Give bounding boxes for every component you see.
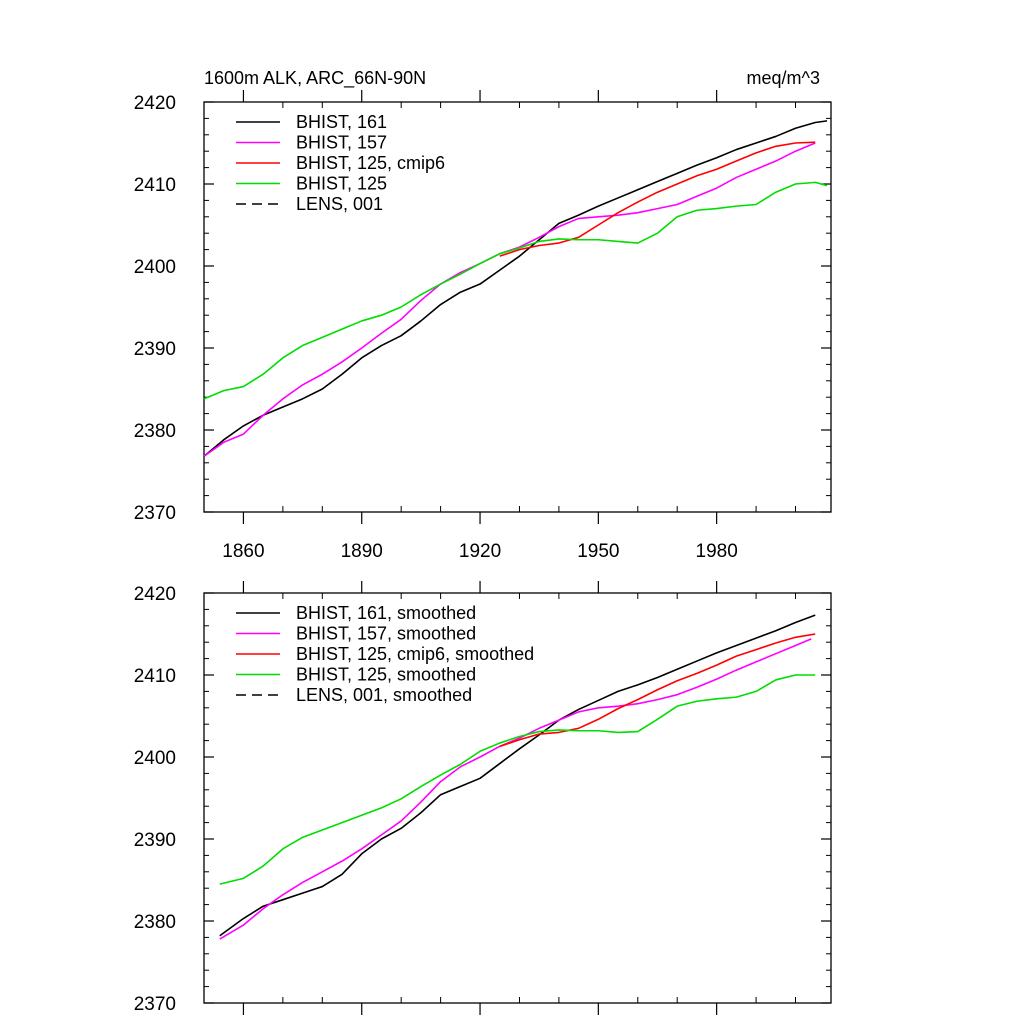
axis-ticks: 2370 2380 2390 2400 2410 2420: [134, 581, 831, 1015]
top-panel: 1600m ALK, ARC_66N-90N meq/m^3 237023802…: [134, 68, 832, 562]
series-line-3: [203, 181, 828, 400]
series-layer: [203, 120, 828, 457]
y-tick-label: 2370: [134, 503, 176, 524]
legend-label: LENS, 001, smoothed: [296, 685, 472, 705]
x-tick-label: 1950: [577, 541, 619, 562]
bottom-panel: 2370 2380 2390 2400 2410 2420 BHIST, 161, smo…: [134, 581, 832, 1015]
plot-frame: [203, 101, 832, 513]
legend-label: BHIST, 125, smoothed: [296, 665, 476, 685]
series-line-0: [219, 614, 816, 937]
y-tick-label: 2400: [134, 748, 176, 769]
y-tick-label: 2400: [134, 257, 176, 278]
legend-label: BHIST, 161: [296, 112, 387, 132]
y-tick-label: 2410: [134, 666, 176, 687]
y-tick-label: 2420: [134, 93, 176, 114]
legend-label: LENS, 001: [296, 194, 383, 214]
x-tick-label: 1920: [459, 541, 501, 562]
series-line-2: [499, 633, 816, 748]
y-tick-label: 2380: [134, 912, 176, 933]
axis-ticks: 2370 2380 2390 2400 2410 2420 1860 1890 1920 1950…: [134, 90, 831, 562]
x-tick-label: 1980: [696, 541, 738, 562]
y-tick-label: 2390: [134, 339, 176, 360]
y-tick-label: 2390: [134, 830, 176, 851]
series-layer: [219, 614, 816, 940]
y-tick-label: 2380: [134, 421, 176, 442]
y-tick-label: 2420: [134, 584, 176, 605]
x-tick-label: 1860: [222, 541, 264, 562]
series-line-2: [499, 141, 816, 257]
panel-title: 1600m ALK, ARC_66N-90N: [204, 68, 426, 89]
series-line-0: [203, 120, 828, 457]
legend-label: BHIST, 161, smoothed: [296, 603, 476, 623]
series-line-3: [219, 674, 816, 885]
y-tick-label: 2410: [134, 175, 176, 196]
legend-label: BHIST, 157: [296, 133, 387, 153]
plot-frame: [203, 592, 832, 1004]
legend-label: BHIST, 125, cmip6, smoothed: [296, 644, 534, 664]
legend-label: BHIST, 125, cmip6: [296, 153, 445, 173]
x-tick-label: 1890: [341, 541, 383, 562]
legend-label: BHIST, 125: [296, 174, 387, 194]
series-line-1: [219, 638, 812, 940]
y-tick-label: 2370: [134, 994, 176, 1015]
legend-label: BHIST, 157, smoothed: [296, 624, 476, 644]
units-label: meq/m^3: [747, 68, 820, 88]
